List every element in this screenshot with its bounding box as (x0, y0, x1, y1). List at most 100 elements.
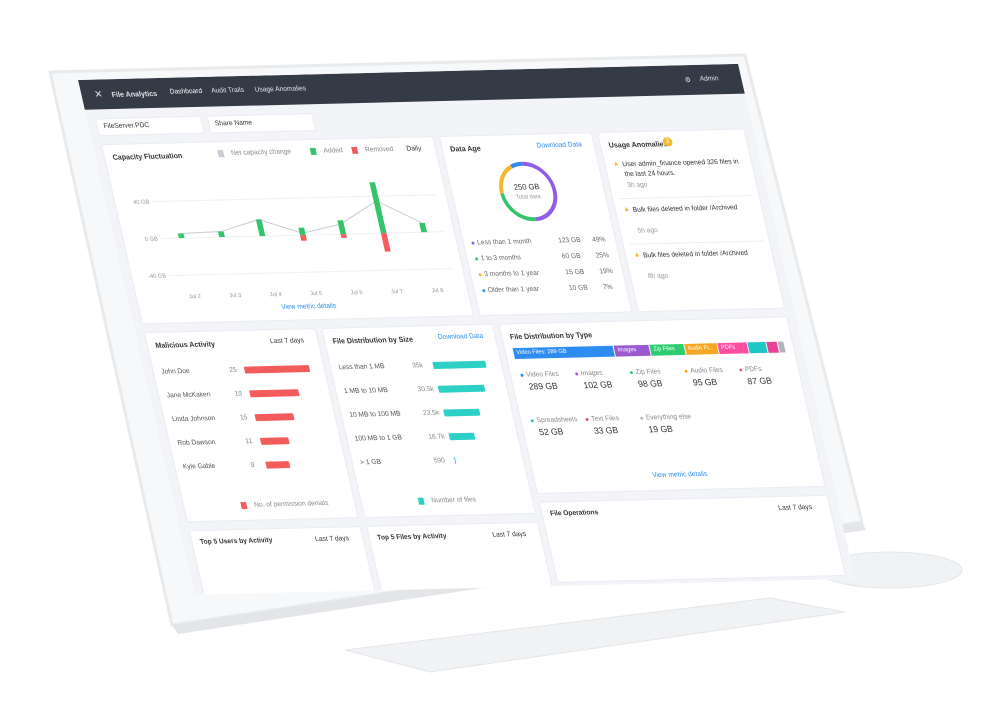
bar-label: 100 MB to 1 GB (354, 434, 403, 443)
bullet (520, 373, 524, 377)
tab[interactable]: Usage Anomalies (253, 85, 307, 94)
type-segment: PDFs (717, 342, 750, 355)
type-segment: Images (613, 344, 652, 357)
y-tick-label: -40 GB (148, 274, 167, 280)
value-label: 25 (228, 366, 238, 374)
grid-line (152, 194, 437, 203)
type-value: 95 GB (691, 377, 719, 388)
legend-entry: No. of permission denials (240, 499, 330, 510)
x-tick-label: Jul 2 (188, 294, 201, 300)
bullet (629, 371, 634, 375)
row-share: 25% (595, 252, 610, 260)
warn-icon: ▲ (622, 205, 631, 214)
x-tick-label: Jul 6 (350, 290, 363, 296)
bar (443, 408, 481, 417)
bullet (640, 416, 644, 420)
filter-text: FileServer.PDC (102, 122, 151, 131)
card-title: Data Age (449, 143, 482, 154)
type-segment (777, 341, 786, 353)
bar-label: Kyle Gable (182, 462, 217, 471)
link[interactable]: View metric details (280, 302, 338, 311)
filter[interactable]: FileServer.PDC (96, 116, 204, 136)
card-title: Malicious Activity (154, 339, 216, 350)
bullet (478, 273, 482, 277)
bullet (739, 368, 743, 372)
link[interactable]: Download Data (535, 141, 583, 150)
card-title: Capacity Fluctuation (111, 151, 184, 162)
bar (419, 222, 427, 233)
type-value: 289 GB (527, 380, 559, 392)
period[interactable]: Last 7 days (269, 337, 305, 346)
type-name: Images (580, 369, 604, 378)
app-name: File Analytics (110, 89, 159, 100)
link[interactable]: View metric details (651, 470, 709, 480)
row-share: 19% (598, 268, 614, 276)
bar (380, 233, 391, 252)
row-size: 60 GB (561, 252, 582, 261)
segment-label: Images (617, 347, 638, 354)
value-label: 19 (233, 390, 243, 398)
type-segment: Video Files: 289 GB (512, 345, 616, 360)
bar (217, 231, 225, 238)
y-tick-label: 40 GB (133, 200, 150, 206)
row-share: 7% (602, 283, 614, 292)
row-size: 10 GB (568, 284, 589, 292)
anomaly-text: User admin_finance opened 326 files in t… (621, 158, 740, 179)
bar-label: Less than 1 MB (337, 363, 386, 372)
link[interactable]: Download Data (437, 332, 484, 341)
period: Last 7 days (777, 504, 813, 512)
anomaly-text: Bulk files deleted in folder /Archived (642, 249, 749, 260)
bar-label: > 1 GB (359, 458, 382, 467)
anomaly-text: Bulk files deleted in folder /Archived (632, 204, 739, 214)
row-name: 1 to 3 months (480, 254, 522, 263)
total: 250 GB (512, 182, 541, 192)
type-name: Spreadsheets (535, 416, 579, 425)
tab[interactable]: Dashboard (169, 87, 203, 96)
tab[interactable]: Audit Trails (210, 86, 245, 95)
type-name: Audio Files (689, 366, 724, 375)
anomalies-card: Usage Anomalies 3 ▲ User admin_finance op… (598, 129, 785, 312)
bar (448, 432, 476, 441)
card-title: File Operations (549, 509, 600, 518)
value-label: 16.7k (427, 433, 446, 441)
segment-label: Zip Files (652, 346, 676, 353)
bullet (474, 257, 479, 261)
bullet (585, 417, 589, 422)
anomaly-time: 5h ago (636, 227, 659, 235)
bar (265, 461, 291, 469)
card-title: File Distribution by Type (508, 330, 593, 342)
bullet (530, 419, 535, 423)
bullet (471, 241, 475, 245)
divider (629, 240, 764, 245)
x-tick-label: Jul 3 (229, 293, 242, 299)
period[interactable]: Daily (405, 145, 423, 153)
bar-label: 1 MB to 10 MB (343, 387, 389, 396)
bullet (684, 369, 688, 373)
type-segment: Audio Fi... (683, 343, 719, 355)
type-name: Zip Files (634, 368, 662, 376)
malicious-card: Malicious Activity Last 7 days John Doe 2… (145, 329, 358, 522)
bar (432, 360, 487, 369)
card-title: Top 5 Files by Activity (376, 532, 448, 542)
chart: 40 GB 0 GB -40 GB Jul 2 Jul 3 Jul 4 Jul 5 Jul 6… (133, 182, 453, 300)
row-name: Less than 1 month (476, 238, 533, 247)
period: Last 7 days (314, 535, 350, 544)
filter[interactable]: Share Name (207, 114, 316, 133)
anomaly-time: 8h ago (647, 272, 669, 281)
keyboard (344, 597, 846, 673)
type-segment: Zip Files (649, 343, 686, 356)
value-label: 15 (239, 414, 249, 422)
type-segment (747, 341, 768, 354)
settings-icon[interactable]: ⚙ (684, 77, 692, 85)
type-name: Text Files (590, 415, 620, 423)
data-age-card: Data Age Download Data Less than 1 month… (439, 133, 632, 316)
donut-segment (499, 161, 558, 222)
bar (453, 457, 457, 465)
user-menu[interactable]: Admin (699, 75, 720, 83)
row-size: 15 GB (564, 268, 586, 277)
card-title: Top 5 Users by Activity (199, 537, 274, 546)
type-value: 19 GB (647, 423, 674, 435)
y-tick-label: 0 GB (144, 237, 158, 243)
type-value: 102 GB (582, 379, 614, 391)
